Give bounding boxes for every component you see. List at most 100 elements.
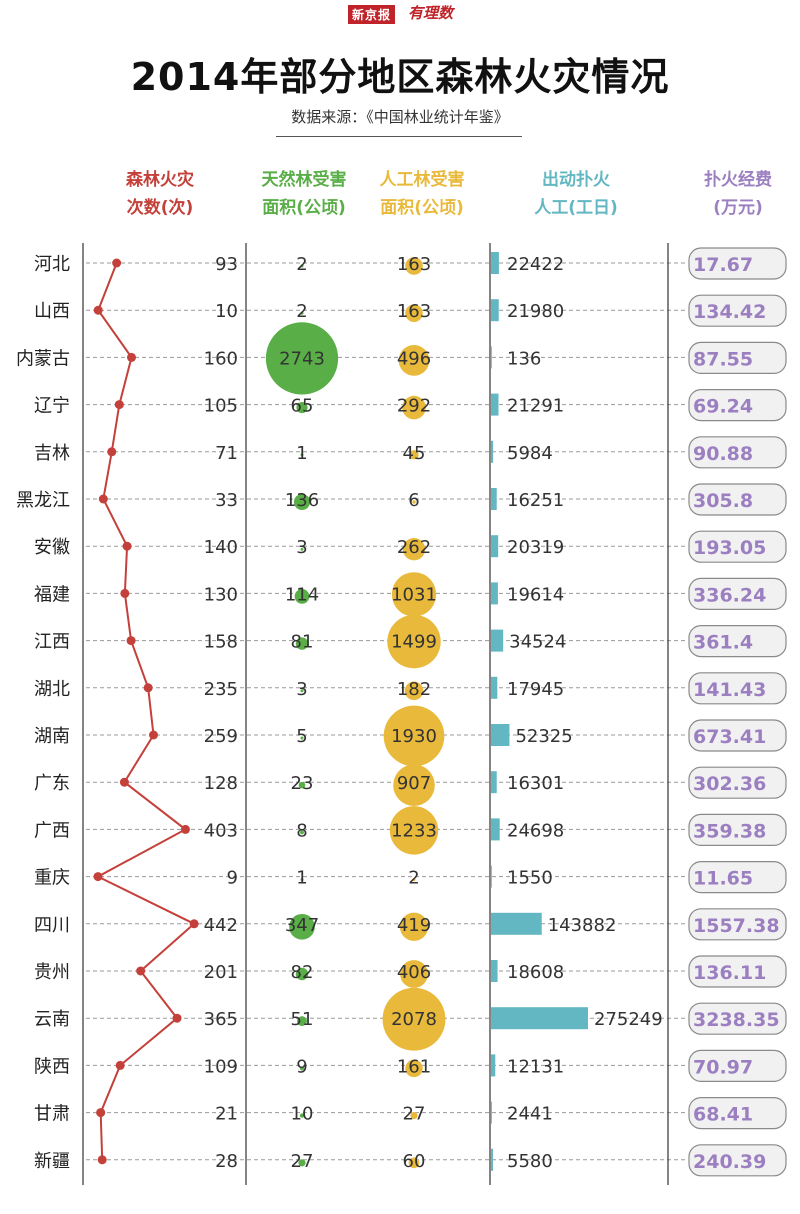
natural-value: 10 <box>291 1104 314 1125</box>
planted-bubble <box>412 878 416 882</box>
cost-value: 90.88 <box>693 443 753 465</box>
logo: 新京报 有理数 <box>0 2 800 24</box>
cost-value: 673.41 <box>693 726 766 748</box>
source-underline <box>276 136 522 137</box>
cost-value: 70.97 <box>693 1056 753 1078</box>
natural-bubble <box>300 878 304 882</box>
labor-value: 5984 <box>507 443 553 464</box>
planted-bubble <box>398 345 430 376</box>
labor-bar <box>491 629 504 652</box>
fires-point <box>172 1013 182 1023</box>
natural-bubble <box>293 493 311 511</box>
planted-value: 1499 <box>391 632 437 653</box>
natural-value: 9 <box>296 1056 307 1077</box>
logo-box: 新京报 <box>348 5 396 24</box>
fires-value: 442 <box>204 915 238 936</box>
region-label: 广西 <box>34 820 70 841</box>
natural-bubble <box>300 689 304 693</box>
region-label: 福建 <box>34 584 70 605</box>
planted-value: 292 <box>397 396 431 417</box>
labor-value: 2441 <box>507 1104 553 1125</box>
fires-point <box>96 1108 106 1118</box>
fires-point <box>112 258 122 268</box>
planted-bubble <box>391 572 437 617</box>
cost-value: 359.38 <box>693 820 766 842</box>
planted-bubble <box>412 500 416 504</box>
planted-value: 45 <box>403 443 426 464</box>
fires-point <box>98 494 108 504</box>
natural-value: 2 <box>296 301 307 322</box>
fires-point <box>180 824 190 834</box>
fires-value: 109 <box>204 1056 238 1077</box>
region-label: 新疆 <box>34 1151 70 1172</box>
planted-value: 2078 <box>391 1009 437 1030</box>
fires-point <box>126 636 136 646</box>
region-label: 重庆 <box>34 868 70 889</box>
cost-pill <box>688 577 787 611</box>
fires-point <box>115 1060 125 1070</box>
region-label: 云南 <box>34 1009 70 1030</box>
planted-value: 1031 <box>391 584 437 605</box>
cost-pill <box>688 1002 787 1035</box>
cost-pill <box>688 624 787 658</box>
cost-pill <box>688 1144 787 1177</box>
natural-bubble <box>299 1066 305 1071</box>
cost-pill <box>688 483 787 516</box>
cost-pill <box>688 1096 787 1130</box>
cost-pill <box>688 341 787 374</box>
planted-value: 182 <box>397 679 431 700</box>
fires-point <box>122 541 132 551</box>
labor-value: 52325 <box>515 726 572 747</box>
natural-value: 114 <box>285 584 319 605</box>
column-header-natural: 天然林受害 面积(公顷) <box>239 166 369 222</box>
region-label: 山西 <box>34 301 70 322</box>
labor-value: 21980 <box>507 301 564 322</box>
labor-value: 24698 <box>507 820 564 841</box>
natural-bubble <box>300 547 304 551</box>
fires-point <box>148 730 158 740</box>
labor-value: 34524 <box>509 632 566 653</box>
fires-value: 403 <box>204 820 238 841</box>
natural-value: 2 <box>296 254 307 275</box>
labor-bar <box>491 865 492 888</box>
cost-value: 136.11 <box>693 962 766 984</box>
fires-point <box>120 588 130 598</box>
labor-value: 18608 <box>507 962 564 983</box>
labor-bar <box>491 724 510 746</box>
natural-bubble <box>295 967 309 981</box>
planted-bubble <box>402 538 426 561</box>
labor-value: 16251 <box>507 490 564 511</box>
natural-bubble <box>300 311 304 315</box>
region-label: 湖北 <box>34 679 70 700</box>
cost-value: 193.05 <box>693 537 766 559</box>
fires-point <box>119 777 129 787</box>
natural-bubble <box>298 1159 306 1167</box>
cost-value: 305.8 <box>693 490 753 512</box>
natural-bubble <box>295 637 309 650</box>
cost-pill <box>688 389 787 422</box>
planted-value: 163 <box>397 254 431 275</box>
labor-bar <box>491 960 498 982</box>
region-label: 辽宁 <box>34 396 70 417</box>
labor-bar <box>491 488 497 510</box>
cost-pill <box>688 766 787 799</box>
natural-value: 347 <box>285 915 319 936</box>
labor-value: 17945 <box>507 679 564 700</box>
fires-value: 235 <box>204 679 238 700</box>
page-title: 2014年部分地区森林火灾情况 <box>130 55 670 99</box>
labor-bar <box>491 393 499 416</box>
region-label: 贵州 <box>34 962 70 983</box>
planted-value: 406 <box>397 962 431 983</box>
natural-value: 51 <box>291 1009 314 1030</box>
natural-value: 1 <box>296 868 307 889</box>
region-label: 河北 <box>34 254 70 275</box>
fires-point <box>97 1155 107 1165</box>
labor-bar <box>491 1101 492 1124</box>
cost-pill <box>688 955 787 988</box>
column-header-planted-line1: 人工林受害 <box>379 170 465 190</box>
column-header-natural-line1: 天然林受害 <box>261 170 347 190</box>
cost-pill <box>688 436 787 469</box>
labor-bar <box>491 346 492 369</box>
region-label: 陕西 <box>34 1056 70 1077</box>
column-header-fires: 森林火灾 次数(次) <box>95 166 225 222</box>
